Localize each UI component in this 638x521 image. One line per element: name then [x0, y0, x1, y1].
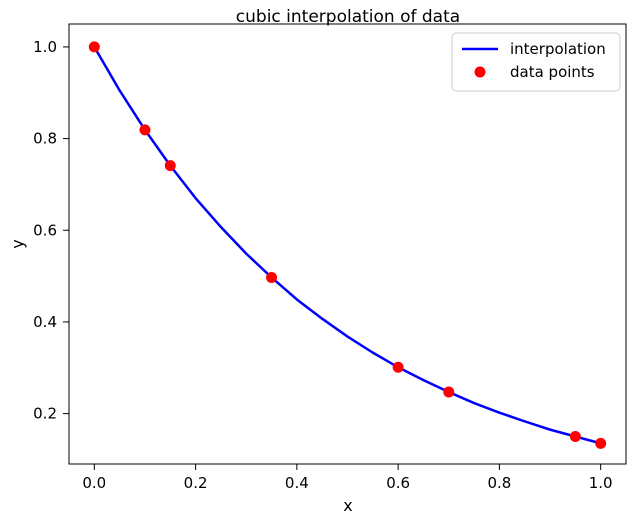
data-point-marker: [595, 437, 607, 449]
data-point-marker: [392, 361, 404, 373]
x-tick-label: 1.0: [589, 474, 613, 492]
legend-marker-swatch: [474, 66, 486, 78]
x-tick-label: 0.0: [82, 474, 106, 492]
data-point-marker: [266, 271, 278, 283]
y-tick-label: 1.0: [33, 38, 57, 56]
x-axis-label: x: [343, 496, 352, 515]
x-tick-label: 0.6: [386, 474, 410, 492]
data-point-marker: [569, 431, 581, 442]
legend-label-interpolation: interpolation: [510, 40, 606, 58]
chart-title: cubic interpolation of data: [236, 7, 460, 27]
y-axis-label: y: [8, 239, 27, 248]
x-tick-label: 0.4: [285, 474, 309, 492]
y-tick-label: 0.4: [33, 313, 57, 331]
y-axis: 0.2 0.4 0.6 0.8 1.0: [33, 38, 69, 423]
y-tick-label: 0.8: [33, 130, 57, 148]
legend-box: [451, 32, 621, 92]
data-point-marker: [139, 124, 151, 136]
data-point-marker: [443, 386, 455, 398]
y-tick-label: 0.6: [33, 221, 57, 239]
legend: interpolation data points: [451, 32, 621, 92]
x-tick-label: 0.8: [487, 474, 511, 492]
interpolation-line: [93, 46, 602, 445]
x-axis: 0.0 0.2 0.4 0.6 0.8 1.0: [82, 464, 613, 492]
legend-label-data-points: data points: [510, 63, 595, 81]
plot-area: [88, 41, 607, 449]
plot-frame: [68, 23, 627, 465]
x-tick-label: 0.2: [184, 474, 208, 492]
data-point-marker: [164, 160, 176, 172]
data-point-marker: [88, 41, 100, 53]
y-tick-label: 0.2: [33, 405, 57, 423]
